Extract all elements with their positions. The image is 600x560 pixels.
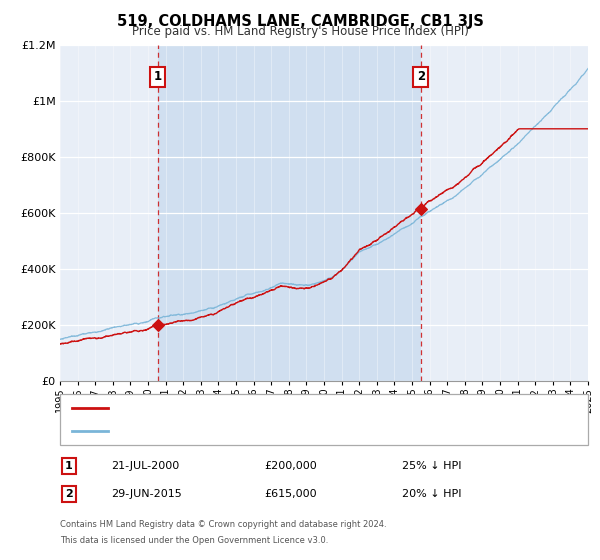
Text: 29-JUN-2015: 29-JUN-2015 bbox=[111, 489, 182, 499]
Text: 20% ↓ HPI: 20% ↓ HPI bbox=[402, 489, 461, 499]
Point bbox=[153, 320, 163, 329]
Text: Price paid vs. HM Land Registry's House Price Index (HPI): Price paid vs. HM Land Registry's House … bbox=[131, 25, 469, 38]
Text: 25% ↓ HPI: 25% ↓ HPI bbox=[402, 461, 461, 471]
Text: 519, COLDHAMS LANE, CAMBRIDGE, CB1 3JS: 519, COLDHAMS LANE, CAMBRIDGE, CB1 3JS bbox=[116, 14, 484, 29]
Text: This data is licensed under the Open Government Licence v3.0.: This data is licensed under the Open Gov… bbox=[60, 536, 328, 545]
Bar bbox=[158, 45, 421, 381]
Text: £200,000: £200,000 bbox=[264, 461, 317, 471]
Point bbox=[416, 204, 425, 213]
Text: 21-JUL-2000: 21-JUL-2000 bbox=[111, 461, 179, 471]
Text: £615,000: £615,000 bbox=[264, 489, 317, 499]
Text: HPI: Average price, detached house, Cambridge: HPI: Average price, detached house, Camb… bbox=[114, 426, 364, 436]
Text: 2: 2 bbox=[65, 489, 73, 499]
Text: 519, COLDHAMS LANE, CAMBRIDGE, CB1 3JS (detached house): 519, COLDHAMS LANE, CAMBRIDGE, CB1 3JS (… bbox=[114, 403, 443, 413]
Text: 1: 1 bbox=[154, 70, 162, 83]
Text: 1: 1 bbox=[65, 461, 73, 471]
Text: Contains HM Land Registry data © Crown copyright and database right 2024.: Contains HM Land Registry data © Crown c… bbox=[60, 520, 386, 529]
Text: 2: 2 bbox=[417, 70, 425, 83]
